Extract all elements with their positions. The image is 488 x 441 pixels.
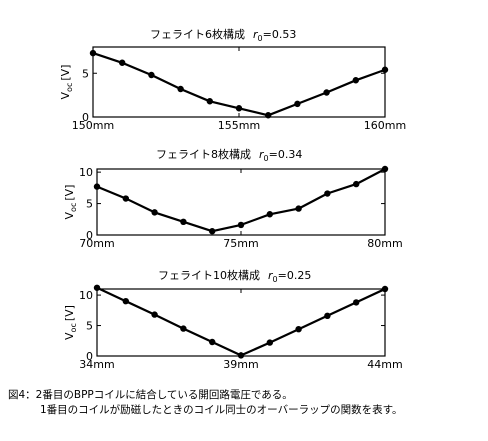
y-axis-label: Voc [V] bbox=[63, 305, 78, 340]
chart-title: フェライト8枚構成 r0=0.34 bbox=[156, 147, 302, 163]
chart-title-r: r bbox=[268, 269, 274, 282]
chart-title-r: r bbox=[253, 28, 259, 41]
data-point bbox=[151, 311, 158, 318]
data-point bbox=[381, 285, 389, 293]
chart-title-subscript: 0 bbox=[264, 154, 269, 163]
chart-title: フェライト10枚構成 r0=0.25 bbox=[158, 268, 311, 284]
data-point bbox=[323, 89, 330, 96]
y-axis-label-main: V bbox=[59, 91, 72, 99]
chart-title: フェライト6枚構成 r0=0.53 bbox=[150, 27, 296, 43]
data-point bbox=[89, 49, 97, 57]
y-tick-label: 5 bbox=[82, 67, 89, 80]
x-tick-label: 160mm bbox=[364, 119, 406, 132]
y-axis-label-unit: [V] bbox=[63, 305, 76, 321]
y-tick-label: 5 bbox=[86, 320, 93, 333]
y-axis-label-unit: [V] bbox=[63, 185, 76, 201]
y-tick-label: 5 bbox=[86, 198, 93, 211]
data-point bbox=[122, 297, 129, 305]
data-point bbox=[148, 71, 155, 79]
chart-title-subscript: 0 bbox=[273, 275, 278, 284]
y-tick-label: 0 bbox=[82, 111, 89, 124]
chart-title-r: r bbox=[259, 148, 265, 161]
data-point bbox=[206, 98, 213, 105]
chart-title-subscript: 0 bbox=[258, 34, 263, 43]
data-point bbox=[209, 228, 216, 235]
data-point bbox=[381, 66, 389, 73]
x-tick-label: 75mm bbox=[223, 237, 258, 250]
data-point bbox=[151, 209, 158, 216]
data-point bbox=[235, 105, 243, 112]
data-point bbox=[266, 339, 273, 346]
y-axis-label-main: V bbox=[63, 332, 76, 340]
chart-title-value: =0.25 bbox=[278, 269, 312, 282]
figure-caption-line-1: 図4：2番目のBPPコイルに結合している開回路電圧である。 bbox=[8, 389, 293, 401]
data-point bbox=[295, 205, 302, 212]
data-point bbox=[122, 195, 129, 202]
chart-title-value: =0.53 bbox=[263, 28, 297, 41]
data-point bbox=[180, 325, 187, 332]
y-axis-label: Voc [V] bbox=[59, 65, 74, 100]
x-tick-label: 155mm bbox=[218, 119, 260, 132]
data-point bbox=[93, 183, 101, 190]
chart-title-text: フェライト10枚構成 bbox=[158, 268, 260, 282]
data-point bbox=[266, 211, 273, 218]
data-point bbox=[324, 190, 331, 197]
data-point bbox=[209, 338, 216, 346]
x-tick-label: 70mm bbox=[79, 237, 114, 250]
chart-title-text: フェライト6枚構成 bbox=[150, 27, 245, 41]
x-tick-label: 150mm bbox=[72, 119, 114, 132]
y-tick-label: 0 bbox=[86, 229, 93, 242]
data-point bbox=[294, 100, 301, 108]
y-axis-label-subscript: oc bbox=[65, 83, 74, 92]
y-axis-label-subscript: oc bbox=[69, 323, 78, 332]
data-point bbox=[237, 352, 245, 359]
data-point bbox=[324, 312, 331, 319]
data-point bbox=[381, 165, 389, 173]
chart-title-value: =0.34 bbox=[269, 148, 303, 161]
y-tick-label: 10 bbox=[79, 166, 93, 179]
data-point bbox=[119, 59, 126, 66]
data-point bbox=[353, 180, 360, 188]
x-tick-label: 34mm bbox=[79, 358, 114, 371]
data-point bbox=[352, 77, 359, 84]
x-tick-label: 80mm bbox=[367, 237, 402, 250]
y-axis-label-subscript: oc bbox=[69, 203, 78, 212]
series-line bbox=[96, 286, 386, 357]
data-point bbox=[237, 221, 245, 229]
data-point bbox=[265, 112, 272, 119]
data-point bbox=[180, 218, 187, 225]
y-axis-label-main: V bbox=[63, 211, 76, 219]
figure-caption-line-2: 1番目のコイルが励磁したときのコイル同士のオーバーラップの関数を表す。 bbox=[40, 404, 403, 416]
y-axis-label: Voc [V] bbox=[63, 185, 78, 220]
y-tick-label: 0 bbox=[86, 350, 93, 363]
y-axis-label-unit: [V] bbox=[59, 65, 72, 81]
x-tick-label: 44mm bbox=[367, 358, 402, 371]
plot-frame bbox=[96, 288, 386, 357]
chart-title-text: フェライト8枚構成 bbox=[156, 147, 251, 161]
data-point bbox=[177, 85, 184, 93]
y-tick-label: 10 bbox=[79, 289, 93, 302]
data-point bbox=[353, 299, 360, 306]
data-point bbox=[93, 284, 101, 291]
x-tick-label: 39mm bbox=[223, 358, 258, 371]
data-point bbox=[295, 326, 302, 333]
